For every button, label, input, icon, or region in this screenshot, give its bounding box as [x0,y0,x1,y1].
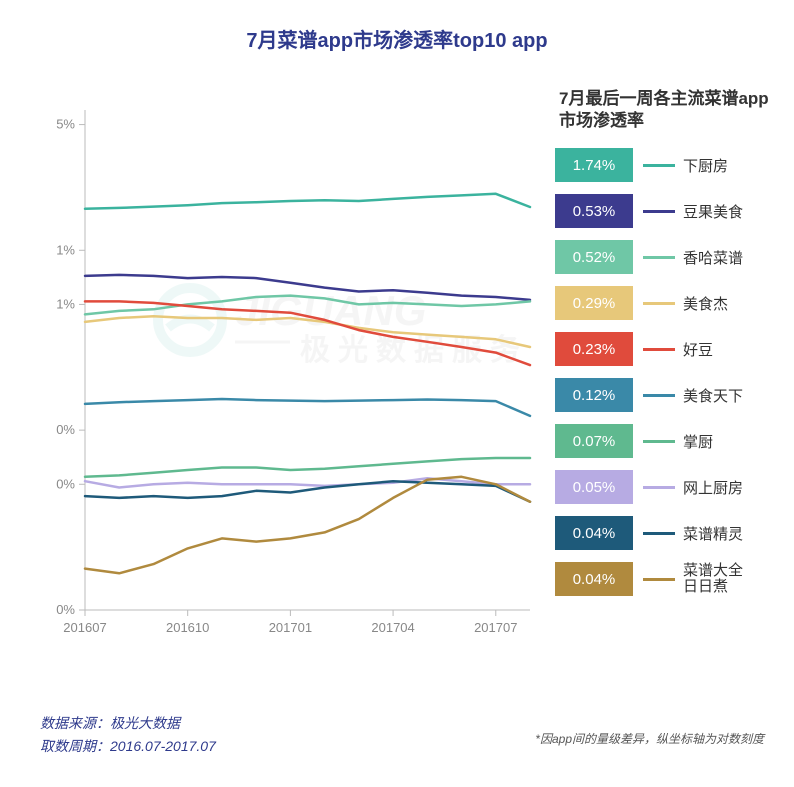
legend-line-swatch [643,486,675,489]
svg-text:201610: 201610 [166,620,209,635]
legend-badge: 0.05% [555,470,633,504]
legend-line-swatch [643,164,675,167]
chart-title: 7月菜谱app市场渗透率top10 app [0,0,794,53]
svg-text:5%: 5% [56,117,75,132]
legend-badge: 0.23% [555,332,633,366]
svg-text:201607: 201607 [63,620,106,635]
legend-badge: 0.12% [555,378,633,412]
legend-row: 1.74% 下厨房 [555,142,785,188]
svg-text:0%: 0% [56,476,75,491]
svg-text:201701: 201701 [269,620,312,635]
legend-line-swatch [643,440,675,443]
footer: 数据来源：极光大数据 取数周期：2016.07-2017.07 [40,712,216,757]
footnote: *因app间的量级差异，纵坐标轴为对数刻度 [535,730,764,747]
footer-source: 数据来源：极光大数据 [40,712,216,734]
legend-row: 0.53% 豆果美食 [555,188,785,234]
legend-row: 0.23% 好豆 [555,326,785,372]
legend-row: 0.04% 菜谱精灵 [555,510,785,556]
legend-badge: 0.52% [555,240,633,274]
svg-text:201704: 201704 [371,620,414,635]
legend-line-swatch [643,302,675,305]
legend-badge: 1.74% [555,148,633,182]
legend-row: 0.07% 掌厨 [555,418,785,464]
legend: 7月最后一周各主流菜谱app市场渗透率 1.74%下厨房0.53%豆果美食0.5… [555,88,785,602]
legend-row: 0.04% 菜谱大全日日煮 [555,556,785,602]
legend-badge: 0.53% [555,194,633,228]
legend-label: 香哈菜谱 [683,247,743,268]
legend-label: 掌厨 [683,431,713,452]
legend-line-swatch [643,394,675,397]
legend-label: 美食天下 [683,385,743,406]
svg-text:0%: 0% [56,602,75,617]
legend-title: 7月最后一周各主流菜谱app市场渗透率 [559,88,785,132]
svg-text:1%: 1% [56,242,75,257]
legend-badge: 0.29% [555,286,633,320]
legend-row: 0.12% 美食天下 [555,372,785,418]
legend-label: 菜谱大全日日煮 [683,563,743,596]
legend-line-swatch [643,532,675,535]
legend-badge: 0.04% [555,562,633,596]
legend-label: 网上厨房 [683,477,743,498]
legend-badge: 0.04% [555,516,633,550]
legend-row: 0.05% 网上厨房 [555,464,785,510]
legend-label: 美食杰 [683,293,728,314]
legend-line-swatch [643,348,675,351]
legend-label: 菜谱精灵 [683,523,743,544]
legend-row: 0.52% 香哈菜谱 [555,234,785,280]
svg-text:201707: 201707 [474,620,517,635]
legend-label: 下厨房 [683,155,728,176]
svg-text:1%: 1% [56,296,75,311]
legend-label: 好豆 [683,339,713,360]
legend-label: 豆果美食 [683,201,743,222]
line-chart: 0% 0% 0% 1% 1% 5% 201607 201610 201701 201704 2017… [40,80,540,670]
footer-period: 取数周期：2016.07-2017.07 [40,735,216,757]
chart-svg: 0% 0% 0% 1% 1% 5% 201607 201610 201701 201704 2017… [40,80,540,650]
legend-items: 1.74% 下厨房 0.53% 豆果美食 0.52% 香哈菜谱 0.29% 美食杰 0.23% 好… [555,142,785,602]
legend-badge: 0.07% [555,424,633,458]
svg-text:0%: 0% [56,422,75,437]
legend-line-swatch [643,578,675,581]
legend-line-swatch [643,256,675,259]
legend-line-swatch [643,210,675,213]
legend-row: 0.29% 美食杰 [555,280,785,326]
